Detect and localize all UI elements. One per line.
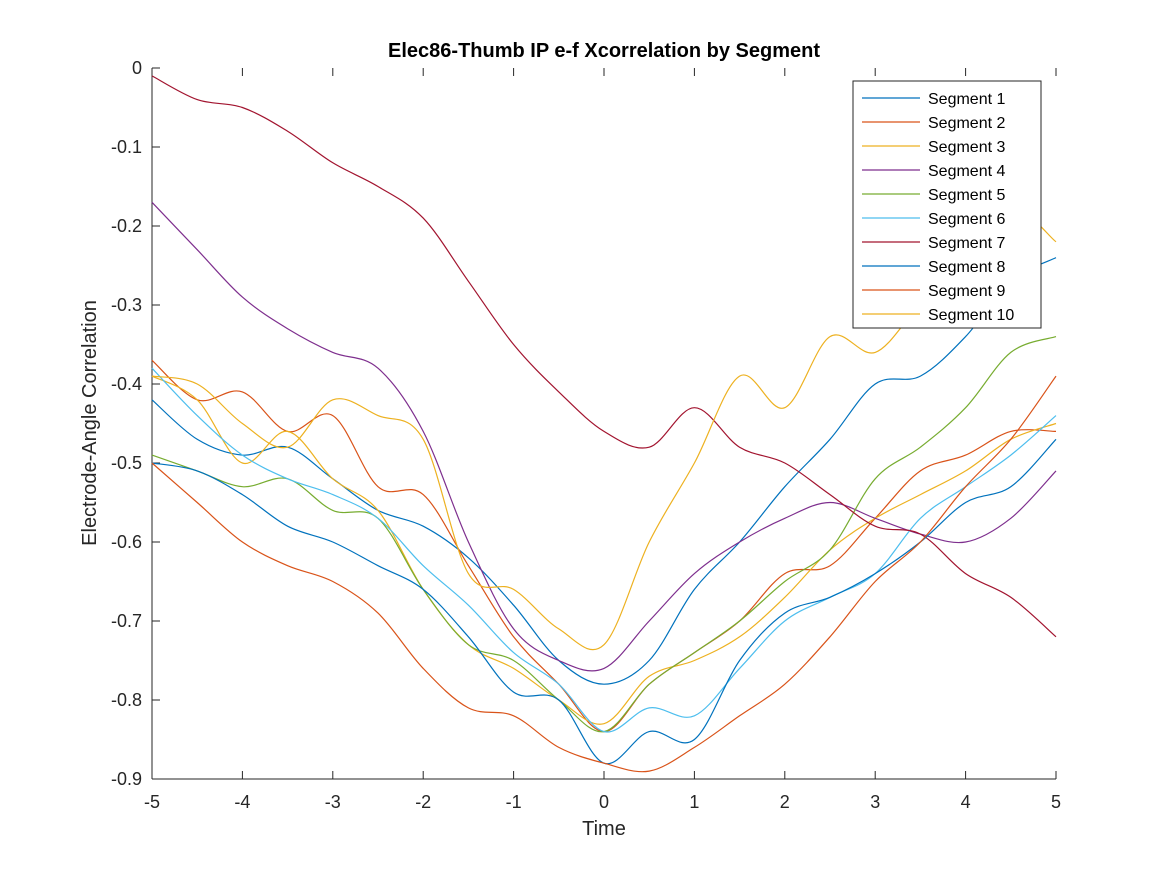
series-line-segment-7 bbox=[151, 75, 1057, 638]
x-tick-label: -4 bbox=[234, 792, 250, 812]
x-tick-label: 5 bbox=[1051, 792, 1061, 812]
x-tick-label: -1 bbox=[506, 792, 522, 812]
series-line-segment-3 bbox=[151, 375, 1057, 725]
y-ticks: 0 -0.1 -0.2 -0.3 -0.4 -0.5 -0.6 -0.7 -0.8 -0.9 bbox=[111, 58, 160, 789]
x-tick-label: -3 bbox=[325, 792, 341, 812]
legend-entry-label: Segment 10 bbox=[928, 307, 1014, 324]
legend-entry-label: Segment 3 bbox=[928, 139, 1005, 156]
y-tick-label: -0.9 bbox=[111, 769, 142, 789]
series-line-segment-9 bbox=[151, 375, 1057, 773]
x-axis-label: Time bbox=[582, 818, 626, 840]
y-tick-label: -0.2 bbox=[111, 216, 142, 236]
legend-entry-label: Segment 1 bbox=[928, 91, 1005, 108]
legend-entry-label: Segment 2 bbox=[928, 115, 1005, 132]
y-tick-label: -0.1 bbox=[111, 137, 142, 157]
series-line-segment-2 bbox=[151, 359, 1057, 733]
series-line-segment-4 bbox=[151, 201, 1057, 672]
y-tick-label: -0.3 bbox=[111, 295, 142, 315]
y-axis-label: Electrode-Angle Correlation bbox=[79, 300, 101, 546]
legend-entry-label: Segment 7 bbox=[928, 235, 1005, 252]
series-line-segment-8 bbox=[151, 438, 1057, 765]
x-tick-label: -5 bbox=[144, 792, 160, 812]
legend: Segment 1 Segment 2 Segment 3 Segment 4 Segm… bbox=[852, 80, 1042, 329]
x-tick-label: 0 bbox=[599, 792, 609, 812]
x-tick-label: 1 bbox=[689, 792, 699, 812]
chart-title: Elec86-Thumb IP e-f Xcorrelation by Segm… bbox=[388, 40, 820, 62]
y-tick-label: -0.4 bbox=[111, 374, 142, 394]
x-ticks: -5 -4 -3 -2 -1 0 1 2 3 4 5 bbox=[144, 68, 1061, 812]
legend-entry-label: Segment 6 bbox=[928, 211, 1005, 228]
y-tick-label: -0.8 bbox=[111, 690, 142, 710]
legend-entry-label: Segment 9 bbox=[928, 283, 1005, 300]
x-tick-label: 2 bbox=[780, 792, 790, 812]
legend-entry-label: Segment 4 bbox=[928, 163, 1005, 180]
x-tick-label: 4 bbox=[961, 792, 971, 812]
y-tick-label: 0 bbox=[132, 58, 142, 78]
y-tick-label: -0.7 bbox=[111, 611, 142, 631]
y-tick-label: -0.5 bbox=[111, 453, 142, 473]
x-tick-label: -2 bbox=[415, 792, 431, 812]
y-tick-label: -0.6 bbox=[111, 532, 142, 552]
legend-entry-label: Segment 8 bbox=[928, 259, 1005, 276]
series-line-segment-1 bbox=[151, 257, 1057, 685]
series-line-segment-6 bbox=[151, 367, 1057, 733]
x-tick-label: 3 bbox=[870, 792, 880, 812]
series-layer bbox=[151, 75, 1057, 773]
legend-entry-label: Segment 5 bbox=[928, 187, 1005, 204]
